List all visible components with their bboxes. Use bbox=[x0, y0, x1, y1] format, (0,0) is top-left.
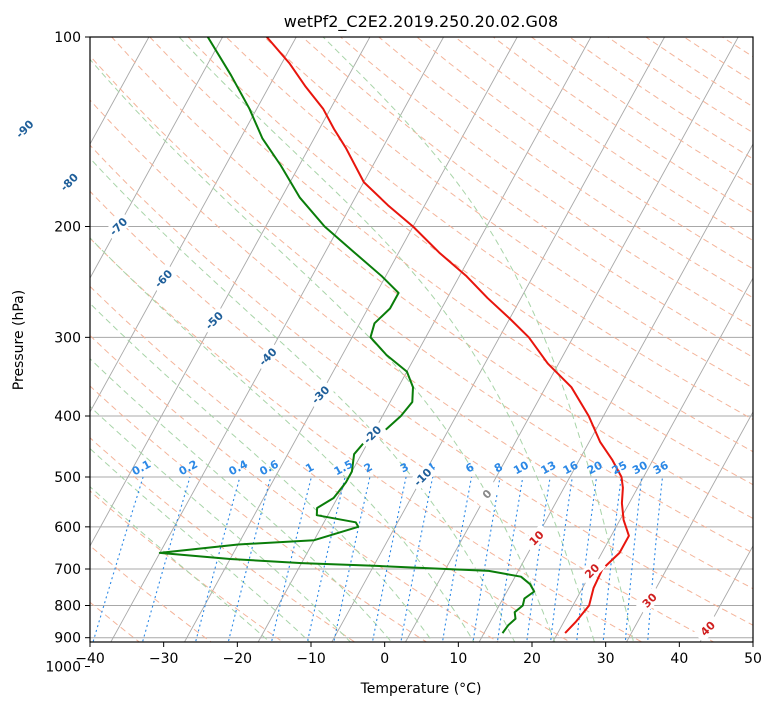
x-tick-label: 50 bbox=[744, 651, 762, 667]
y-tick-label: 600 bbox=[54, 520, 81, 536]
mixing-ratio-label: 16 bbox=[561, 458, 581, 477]
temperature-profile-line bbox=[266, 37, 630, 634]
isotherm-label-bg bbox=[635, 586, 664, 615]
isotherm-line bbox=[90, 37, 297, 413]
isotherm-line bbox=[90, 37, 223, 279]
moist-adiabat-line bbox=[90, 486, 271, 642]
x-tick-label: 30 bbox=[597, 651, 615, 667]
x-tick-label: 20 bbox=[523, 651, 541, 667]
dry-adiabat-line bbox=[378, 37, 753, 299]
y-tick-label: 200 bbox=[54, 219, 81, 235]
moist-adiabat-line bbox=[178, 37, 595, 642]
dry-adiabat-line bbox=[90, 334, 500, 642]
y-tick-label: 300 bbox=[54, 330, 81, 346]
mixing-ratio-line bbox=[270, 476, 312, 642]
dry-adiabat-line bbox=[263, 37, 753, 389]
isotherm-label-bg bbox=[577, 556, 607, 586]
y-tick-label: 100 bbox=[54, 30, 81, 46]
dry-adiabat-line bbox=[90, 385, 428, 642]
axes: −40 −30 −20 −10 0 10 20 30 40 50 100 200 300 400 500 60… bbox=[45, 30, 762, 676]
chart-title: wetPf2_C2E2.2019.250.20.02.G08 bbox=[284, 12, 558, 32]
mixing-ratio-label: 36 bbox=[651, 458, 671, 477]
mixing-ratio-label: 20 bbox=[585, 458, 605, 477]
y-axis-label: Pressure (hPa) bbox=[11, 290, 27, 390]
y-tick-label: 500 bbox=[54, 470, 81, 486]
isotherm-line bbox=[404, 37, 739, 642]
isotherm-label-bg bbox=[408, 462, 437, 492]
y-tick-label: 700 bbox=[54, 562, 81, 578]
dry-adiabat-line bbox=[90, 237, 643, 642]
isotherm-line bbox=[257, 37, 592, 642]
y-tick-label: 400 bbox=[54, 409, 81, 425]
dry-adiabat-line bbox=[90, 601, 141, 642]
mixing-ratio-line bbox=[194, 476, 241, 642]
isotherm-label-bg bbox=[149, 264, 178, 293]
isotherm-line bbox=[699, 544, 753, 642]
isotherm-label-bg bbox=[54, 167, 84, 197]
mixing-ratio-line bbox=[306, 476, 346, 642]
isotherm-line bbox=[625, 411, 753, 642]
isotherm-line bbox=[331, 37, 665, 642]
x-tick-label: 40 bbox=[670, 651, 688, 667]
dry-adiabat-line bbox=[90, 190, 715, 642]
dewpoint-profile-line bbox=[158, 37, 536, 634]
x-axis-label: Temperature (°C) bbox=[360, 681, 482, 697]
isotherm-label-bg bbox=[199, 306, 229, 335]
mixing-ratio-label: 25 bbox=[610, 459, 630, 478]
moist-adiabat-line bbox=[90, 447, 311, 642]
isotherm-line bbox=[183, 37, 518, 642]
moist-adiabat-line bbox=[322, 37, 635, 642]
mixing-ratio-label: 10 bbox=[511, 458, 531, 477]
dry-adiabat-line bbox=[90, 99, 753, 590]
isotherm-label-bg bbox=[10, 114, 39, 144]
y-tick-label: 900 bbox=[54, 631, 81, 647]
sounding-lines bbox=[158, 37, 630, 634]
dry-adiabat-line bbox=[225, 37, 753, 421]
dry-adiabat-line bbox=[90, 55, 753, 554]
isotherm-label-bg bbox=[522, 523, 551, 553]
moist-adiabat-line bbox=[90, 405, 351, 642]
isotherm-label-bg bbox=[104, 212, 133, 241]
mixing-ratio-line bbox=[92, 476, 144, 642]
dry-adiabat-line bbox=[90, 490, 284, 642]
mixing-ratio-line bbox=[227, 476, 272, 642]
mixing-ratio-line bbox=[333, 476, 371, 642]
moist-adiabat-line bbox=[90, 237, 475, 642]
mixing-ratio-label: 30 bbox=[630, 458, 650, 477]
mixing-ratio-line bbox=[141, 476, 191, 642]
x-tick-label: 10 bbox=[449, 651, 467, 667]
dry-adiabat-line bbox=[90, 285, 572, 642]
isotherm-label-bg bbox=[472, 479, 502, 509]
plot-frame bbox=[89, 36, 754, 643]
y-tick-label: 1000 bbox=[45, 660, 81, 676]
x-tick-label: 0 bbox=[380, 651, 389, 667]
x-tick-label: −40 bbox=[75, 651, 105, 667]
x-tick-label: −20 bbox=[223, 651, 253, 667]
dry-adiabat-line bbox=[90, 144, 753, 626]
isotherm-label-bg bbox=[306, 380, 335, 409]
isotherm-label-bg bbox=[693, 614, 722, 643]
isotherm-label-bg bbox=[358, 420, 387, 449]
background-lines bbox=[90, 37, 753, 642]
isotherm-line bbox=[90, 37, 371, 547]
dry-adiabat-line bbox=[302, 37, 753, 358]
isotherm-label-bg bbox=[253, 342, 282, 371]
x-tick-label: −30 bbox=[149, 651, 179, 667]
mixing-ratio-label: 13 bbox=[539, 459, 559, 478]
x-tick-label: −10 bbox=[296, 651, 326, 667]
y-tick-label: 800 bbox=[54, 598, 81, 614]
moist-adiabat-line bbox=[90, 157, 516, 642]
